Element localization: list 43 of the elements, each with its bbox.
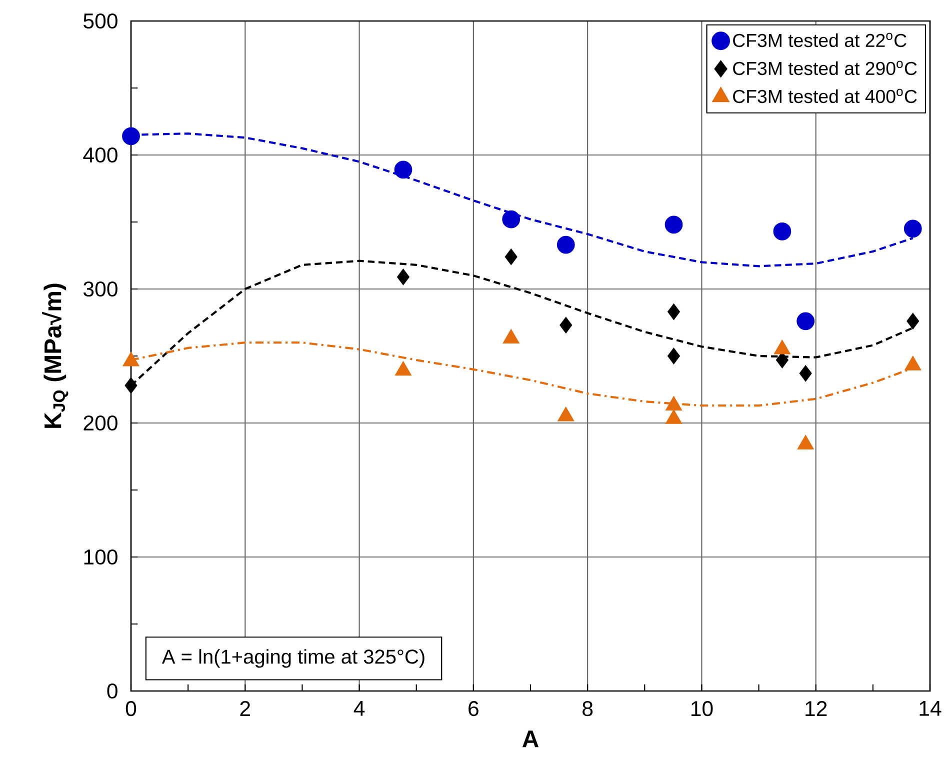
x-axis-title: A <box>522 730 539 748</box>
point <box>664 216 683 234</box>
point <box>556 236 575 254</box>
x-tick-label: 4 <box>354 701 365 716</box>
x-tick-label: 0 <box>126 701 136 716</box>
point <box>797 434 814 450</box>
x-tick-label: 2 <box>240 701 250 716</box>
x-tick-label: 10 <box>691 701 713 716</box>
annotation: A = ln(1+aging time at 325°C) <box>162 649 424 668</box>
legend-label: CF3M tested at 400$^{o}$C <box>733 88 917 104</box>
point <box>667 304 680 320</box>
point <box>906 312 920 330</box>
point <box>396 268 410 286</box>
point <box>796 312 815 330</box>
point <box>502 210 520 228</box>
point <box>773 222 792 240</box>
x-tick-label: 6 <box>468 701 478 716</box>
point <box>904 220 922 238</box>
point <box>560 316 572 334</box>
y-tick-label: 0 <box>107 683 118 699</box>
y-axis-title: K$_{JQ}$ (MPa√m) <box>42 284 68 428</box>
point <box>558 406 574 422</box>
point <box>665 409 682 424</box>
y-tick-label: 200 <box>84 415 118 431</box>
y-tick-label: 100 <box>84 549 118 565</box>
y-tick-label: 500 <box>84 13 118 29</box>
legend-label: CF3M tested at 290$^{o}$C <box>733 60 917 76</box>
y-tick-label: 400 <box>83 147 118 163</box>
y-tick-label: 300 <box>84 281 118 297</box>
point <box>122 352 140 366</box>
point <box>502 328 520 344</box>
point <box>665 396 682 411</box>
x-tick-label: 14 <box>920 701 942 716</box>
point <box>394 160 412 179</box>
point <box>774 340 791 354</box>
point <box>122 127 140 146</box>
point <box>904 356 922 370</box>
point <box>394 361 412 376</box>
x-tick-label: 8 <box>582 701 593 716</box>
point <box>667 348 680 364</box>
point <box>504 248 518 266</box>
x-tick-label: 12 <box>806 701 827 716</box>
legend-label: CF3M tested at 22$^{o}$C <box>733 32 906 48</box>
